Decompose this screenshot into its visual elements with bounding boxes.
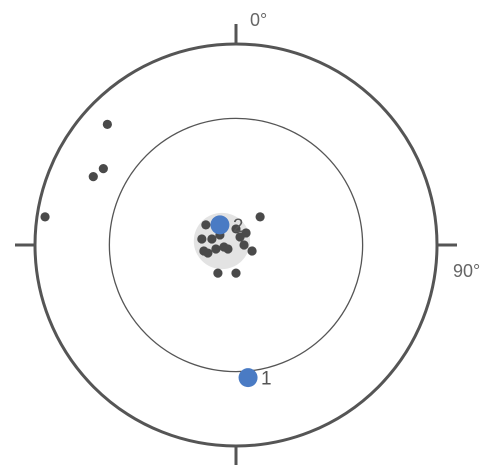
data-point-20 bbox=[231, 268, 241, 278]
data-point-11 bbox=[211, 244, 221, 254]
data-point-21 bbox=[197, 234, 207, 244]
mean-pole-2 bbox=[210, 215, 230, 235]
data-point-5 bbox=[255, 212, 265, 222]
data-point-18 bbox=[247, 246, 257, 256]
mean-pole-label-1: 1 bbox=[261, 369, 272, 390]
data-point-4 bbox=[40, 212, 50, 222]
data-point-17 bbox=[239, 240, 249, 250]
mean-pole-1 bbox=[238, 368, 258, 388]
data-point-12 bbox=[223, 244, 233, 254]
east-label: 90° bbox=[453, 261, 480, 281]
data-point-6 bbox=[201, 220, 211, 230]
data-point-1 bbox=[102, 119, 112, 129]
data-point-2 bbox=[98, 164, 108, 174]
inner-circle bbox=[108, 117, 364, 373]
mean-pole-label-2: 2 bbox=[233, 216, 244, 237]
data-point-3 bbox=[88, 172, 98, 182]
stereonet-plot: 0° 90° 1 2 bbox=[15, 10, 480, 465]
data-point-9 bbox=[207, 234, 217, 244]
data-point-16 bbox=[241, 228, 251, 238]
data-point-14 bbox=[203, 248, 213, 258]
data-point-19 bbox=[213, 268, 223, 278]
north-label: 0° bbox=[250, 10, 267, 30]
data-point-8 bbox=[231, 224, 241, 234]
